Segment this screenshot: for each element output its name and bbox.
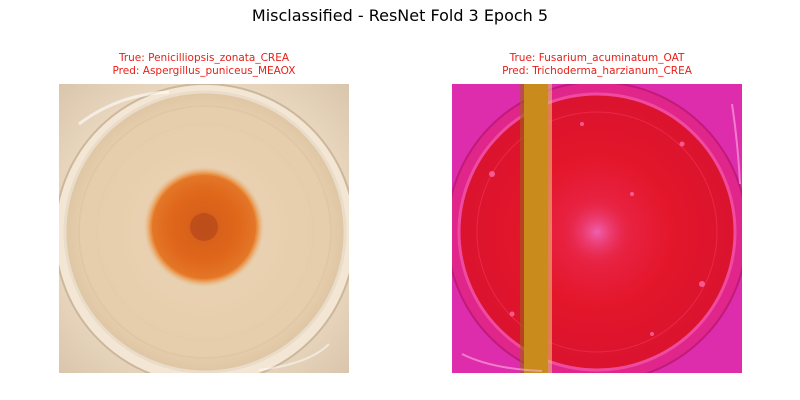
caption-right: True: Fusarium_acuminatum_OAT Pred: Tric…	[452, 52, 742, 78]
true-label-right: True: Fusarium_acuminatum_OAT	[509, 52, 685, 64]
pred-label-right: Pred: Trichoderma_harzianum_CREA	[502, 65, 692, 77]
petri-dish-image-right	[452, 84, 742, 373]
true-label-left: True: Penicilliopsis_zonata_CREA	[118, 52, 290, 64]
pred-label-left: Pred: Aspergillus_puniceus_MEAOX	[112, 65, 296, 77]
petri-dish-image-left	[59, 84, 349, 373]
panel-left: True: Penicilliopsis_zonata_CREA Pred: A…	[59, 52, 349, 373]
figure-title: Misclassified - ResNet Fold 3 Epoch 5	[251, 6, 549, 25]
caption-left: True: Penicilliopsis_zonata_CREA Pred: A…	[59, 52, 349, 78]
panel-right: True: Fusarium_acuminatum_OAT Pred: Tric…	[452, 52, 742, 373]
